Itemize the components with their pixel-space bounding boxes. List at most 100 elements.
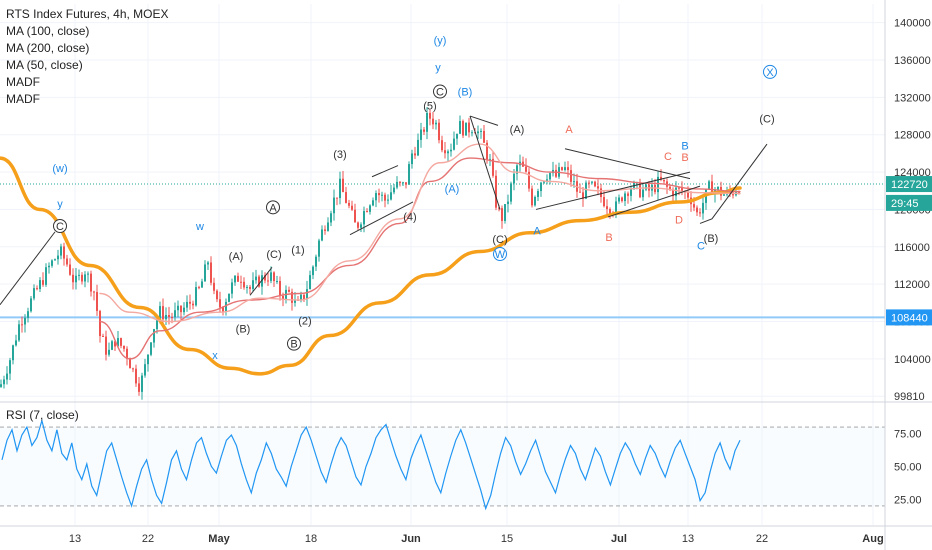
candle-body (201, 281, 203, 288)
candle-body (450, 149, 452, 152)
candle (207, 260, 209, 270)
candle (165, 307, 167, 325)
wave-label: (2) (298, 315, 311, 327)
candle (426, 107, 428, 140)
wave-label: C (664, 151, 672, 163)
candle-body (372, 200, 374, 206)
candle (492, 151, 494, 178)
candle (309, 270, 311, 290)
candle (213, 277, 215, 295)
candle (204, 260, 206, 282)
candle-body (417, 139, 419, 156)
candle-body (180, 305, 182, 313)
candle-body (348, 202, 350, 206)
candle-body (564, 167, 566, 171)
candle (531, 185, 533, 208)
candle-body (153, 329, 155, 343)
trend-line (564, 148, 691, 180)
wave-label: B (605, 232, 612, 244)
candle-body (84, 274, 86, 282)
candle-body (294, 299, 296, 303)
wave-label: (A) (229, 251, 244, 263)
candle-body (639, 182, 641, 198)
candle (147, 354, 149, 372)
candle (69, 258, 71, 276)
candle-body (507, 201, 509, 205)
candle-body (660, 176, 662, 180)
candle (381, 191, 383, 202)
candle-body (708, 181, 710, 189)
candle-body (66, 258, 68, 265)
candle-body (477, 131, 479, 134)
candle (249, 285, 251, 295)
candle (417, 133, 419, 157)
candle (630, 185, 632, 202)
candle (231, 278, 233, 299)
candle (6, 366, 8, 385)
candle-body (429, 112, 431, 119)
candle-body (534, 196, 536, 206)
candle (243, 277, 245, 290)
candle-body (159, 306, 161, 321)
candle-body (3, 379, 5, 385)
candle (570, 164, 572, 187)
candle (444, 141, 446, 159)
candle-body (222, 307, 224, 312)
price-badge-label: 29:45 (891, 198, 919, 210)
wave-label: C (697, 241, 705, 253)
wave-label-circle (433, 84, 447, 99)
wave-label: y (435, 62, 441, 74)
candle-body (288, 289, 290, 292)
candle-body (657, 176, 659, 193)
wave-label-circle (763, 64, 777, 79)
legend-ma100: MA (100, close) (6, 24, 90, 38)
candle-body (645, 184, 647, 190)
candle (336, 197, 338, 206)
candle-body (594, 181, 596, 187)
candle (480, 128, 482, 139)
candle (387, 194, 389, 205)
price-tick-label: 140000 (894, 18, 931, 30)
candle-body (183, 307, 185, 313)
wave-label: A (565, 124, 573, 136)
candle-body (615, 201, 617, 214)
candle (21, 316, 23, 333)
candle-body (243, 281, 245, 288)
candle-body (555, 169, 557, 177)
time-tick-label: 22 (756, 533, 768, 545)
candle-body (426, 112, 428, 132)
candle-body (696, 207, 698, 213)
candle-body (399, 181, 401, 183)
time-tick-label: 18 (305, 533, 317, 545)
candle (276, 275, 278, 284)
candle (123, 345, 125, 352)
candle (15, 334, 17, 347)
candle-body (342, 178, 344, 193)
candle-body (573, 181, 575, 183)
candle-body (336, 197, 338, 199)
candle-body (45, 267, 47, 285)
price-tick-label: 128000 (894, 130, 931, 142)
candle-body (597, 186, 599, 189)
candle (99, 309, 101, 343)
legend-madf-2: MADF (6, 92, 40, 106)
candle-body (0, 384, 2, 387)
candle (357, 221, 359, 231)
candle-body (213, 282, 215, 291)
candle-body (609, 209, 611, 214)
candle (258, 274, 260, 288)
candle (279, 276, 281, 301)
candle-body (117, 338, 119, 347)
legend-madf-1: MADF (6, 75, 40, 89)
candle (366, 208, 368, 213)
candle (234, 274, 236, 286)
candle-body (39, 280, 41, 290)
trend-line (0, 231, 56, 306)
candle-body (87, 273, 89, 275)
candle (210, 256, 212, 286)
horizontal-lines (0, 183, 885, 319)
wave-label: B (290, 339, 297, 351)
candle (369, 204, 371, 215)
candle-body (42, 280, 44, 285)
candle (609, 207, 611, 219)
